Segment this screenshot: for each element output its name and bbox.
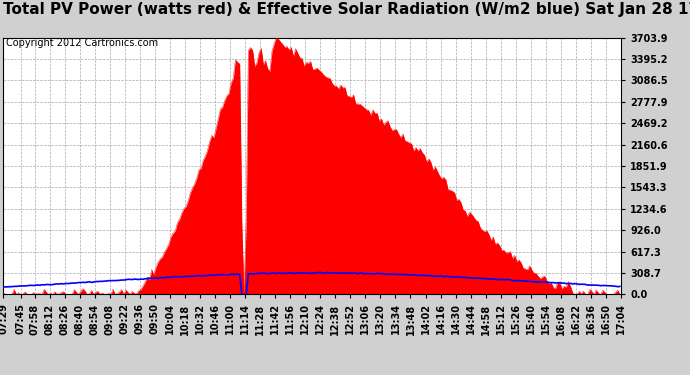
Text: Total PV Power (watts red) & Effective Solar Radiation (W/m2 blue) Sat Jan 28 17: Total PV Power (watts red) & Effective S… — [3, 2, 690, 17]
Text: Copyright 2012 Cartronics.com: Copyright 2012 Cartronics.com — [6, 38, 157, 48]
